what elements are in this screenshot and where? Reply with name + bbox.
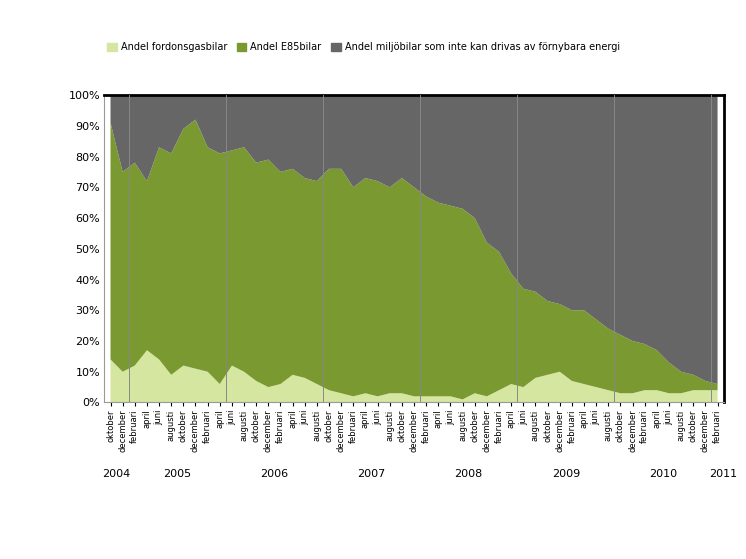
Text: 2010: 2010 xyxy=(649,469,677,479)
Text: 2011: 2011 xyxy=(709,469,738,479)
Text: 2007: 2007 xyxy=(357,469,386,479)
Text: 2006: 2006 xyxy=(260,469,289,479)
Text: 2005: 2005 xyxy=(163,469,191,479)
Text: 2004: 2004 xyxy=(102,469,131,479)
Text: 2008: 2008 xyxy=(454,469,483,479)
Legend: Andel fordonsgasbilar, Andel E85bilar, Andel miljöbilar som inte kan drivas av f: Andel fordonsgasbilar, Andel E85bilar, A… xyxy=(103,39,624,56)
Text: 2009: 2009 xyxy=(551,469,580,479)
